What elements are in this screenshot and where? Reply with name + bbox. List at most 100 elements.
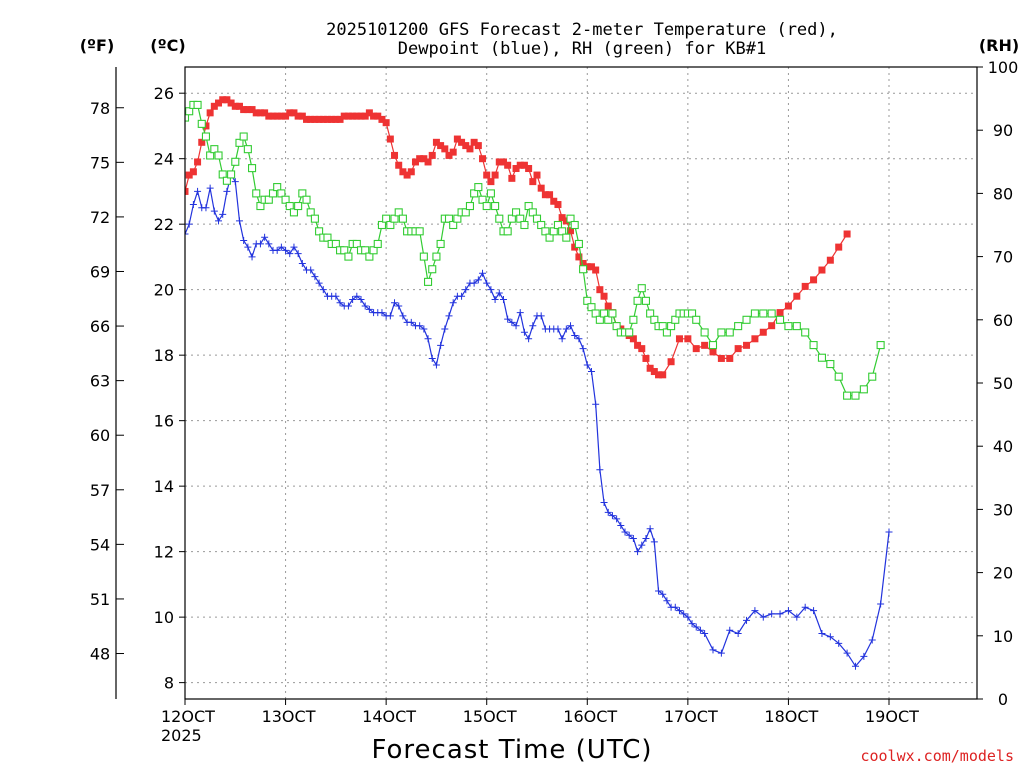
temperature-point [407,168,415,176]
dewpoint-point [680,610,688,618]
rh-tick-label: 20 [993,564,1013,583]
fahrenheit-tick-label: 75 [90,153,110,172]
dewpoint-point [261,233,269,241]
temperature-point [240,106,248,114]
rh-point [369,246,378,255]
dewpoint-point [529,322,537,330]
temperature-point [458,138,466,146]
chart-title-line2: Dewpoint (blue), RH (green) for KB#1 [398,39,766,59]
rh-point [579,265,588,274]
dewpoint-point [617,521,625,529]
rh-point [222,176,231,185]
fahrenheit-tick-label: 72 [90,208,110,227]
rh-point [268,189,278,198]
dewpoint-point [558,335,566,343]
temperature-point [655,371,663,379]
dewpoint-point [416,322,424,330]
dewpoint-point [437,341,445,349]
temperature-point [525,165,533,173]
temperature-point [416,155,424,163]
dewpoint-point [286,250,294,258]
temperature-point [252,109,260,117]
rh-point [851,391,860,400]
x-tick-label: 14OCT [362,707,416,726]
temperature-point [256,109,264,117]
dewpoint-series [185,171,893,670]
temperature-point [411,158,419,166]
rh-point [185,113,190,122]
temperature-point [311,115,319,123]
celsius-tick-label: 10 [154,608,174,627]
dewpoint-point [265,240,273,248]
rh-point [277,189,286,198]
rh-point [734,322,743,331]
rh-tick-label: 70 [993,248,1013,267]
rh-point [574,239,583,249]
rh-point [553,220,563,230]
rh-axis-unit: (RH) [979,36,1019,55]
rh-point [273,183,282,192]
temperature-point [437,142,445,150]
dewpoint-point [353,292,361,300]
dewpoint-point [432,361,440,369]
rh-point [646,309,655,318]
dewpoint-point [810,607,818,615]
dewpoint-point [646,525,654,533]
rh-point [625,328,634,337]
temperature-point [344,112,352,120]
temperature-point [659,371,667,379]
dewpoint-point [621,528,629,536]
temperature-point [365,109,373,117]
dewpoint-point [709,646,717,654]
temperature-point [479,155,487,163]
rh-point [289,208,299,217]
rh-point [227,170,236,179]
rh-point [365,252,374,261]
temperature-point [558,214,566,222]
celsius-tick-label: 14 [154,477,174,496]
temperature-point [202,122,210,130]
credit-link[interactable]: coolwx.com/models [860,747,1014,765]
temperature-point [290,109,298,117]
rh-point [817,353,827,362]
temperature-point [550,197,558,205]
fahrenheit-tick-label: 66 [90,317,110,336]
temperature-point [395,161,403,169]
rh-point [520,220,529,230]
rh-point [428,265,437,274]
dewpoint-point [818,630,826,638]
temperature-point [441,145,449,153]
rh-point [340,246,349,255]
dewpoint-point [449,299,457,307]
dewpoint-point [579,345,587,353]
dewpoint-point [688,620,696,628]
dewpoint-point [294,250,302,258]
temperature-point [445,151,453,159]
rh-point [792,322,801,331]
temperature-point [424,158,432,166]
rh-point [398,214,407,223]
dewpoint-point [793,613,801,621]
rh-point [252,189,261,198]
rh-point [474,183,483,192]
dewpoint-point [734,630,742,638]
dewpoint-point [495,289,503,297]
dewpoint-point [206,184,214,192]
rh-point [352,239,361,249]
temperature-point [466,145,474,153]
temperature-point [826,256,834,264]
dewpoint-point [877,600,885,608]
rh-point [587,303,596,312]
dewpoint-point [386,312,394,320]
rh-point [725,328,734,337]
temperature-point [453,135,461,143]
temperature-point [835,243,843,251]
temperature-point [361,112,369,120]
dewpoint-point [445,312,453,320]
dewpoint-point [650,538,658,546]
temperature-point [219,96,227,104]
dewpoint-point [458,292,466,300]
dewpoint-point [684,613,692,621]
temperature-point [399,168,407,176]
